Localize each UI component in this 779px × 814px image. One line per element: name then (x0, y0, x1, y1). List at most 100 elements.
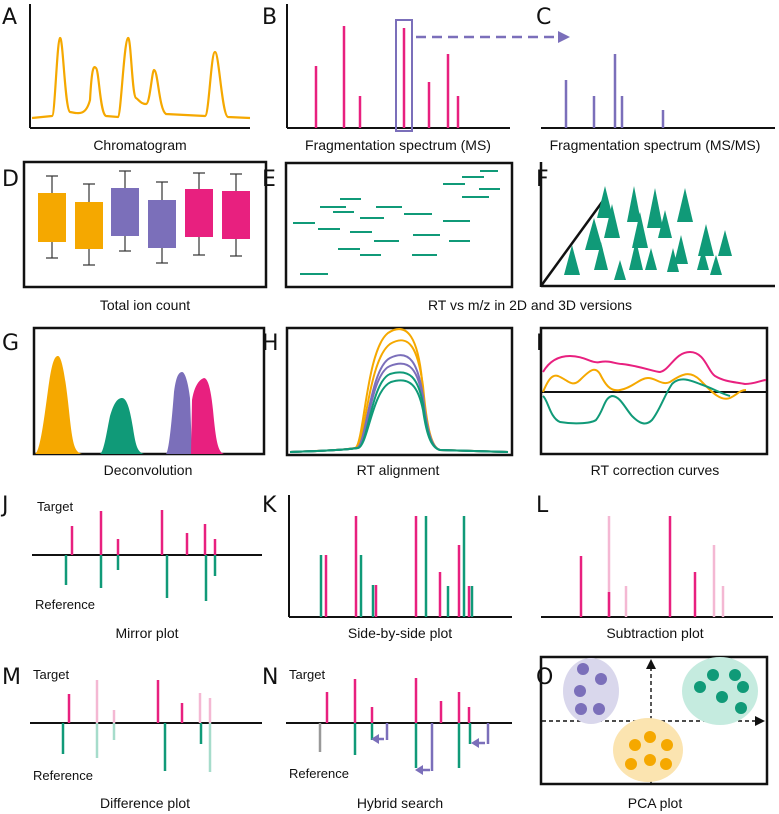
tic-box-orange-1 (38, 193, 66, 242)
precursor-selection-box (395, 19, 413, 132)
panel-letter-d: D (2, 167, 19, 192)
tic-box-purple-2 (148, 200, 176, 248)
panel-h: H RT alignment (262, 326, 514, 478)
rt-alignment-trace-green (289, 379, 509, 453)
rt-mz-3d-peaks (564, 186, 732, 280)
subtraction-light-peaks (607, 516, 725, 617)
rt-correction-curve-orange (542, 368, 747, 400)
panel-o: O PCA plot (536, 655, 769, 811)
side-by-side-reference-peaks (319, 516, 474, 617)
rt-mz-2d-frame (284, 161, 514, 289)
caption-g: Deconvolution (104, 462, 193, 478)
pca-points-orange (625, 731, 673, 770)
rt-alignment-frame (285, 326, 514, 457)
panel-letter-g: G (2, 331, 19, 356)
rt-correction-curve-green (542, 378, 731, 425)
panel-i: I RT correction curves (536, 326, 769, 478)
tic-box-orange-2 (75, 202, 103, 249)
panel-j: J Target Reference Mirror plot (0, 493, 262, 641)
panel-a: A Chromatogram (2, 4, 251, 153)
caption-ef: RT vs m/z in 2D and 3D versions (428, 297, 632, 313)
caption-o: PCA plot (628, 795, 683, 811)
panel-letter-c: C (536, 5, 551, 30)
ms-peaks (314, 26, 460, 128)
deconvolution-peak-green (100, 398, 144, 454)
rt-alignment-trace-purple (289, 354, 509, 453)
panel-letter-h: H (262, 331, 279, 356)
panel-f: F (536, 162, 775, 288)
pca-frame (539, 655, 769, 786)
difference-target-peaks (67, 680, 212, 723)
panel-m: M Target Reference Difference plot (2, 665, 262, 811)
panel-letter-i: I (536, 331, 543, 356)
deconvolution-frame (32, 326, 266, 456)
hybrid-reference-peaks (318, 723, 490, 771)
panel-letter-n: N (262, 665, 278, 690)
tic-frame (22, 160, 268, 289)
precursor-arrow-head (558, 31, 570, 43)
msms-peaks (564, 54, 665, 128)
panel-e: E (262, 161, 514, 289)
target-label-j: Target (37, 499, 74, 514)
caption-i: RT correction curves (591, 462, 720, 478)
panel-letter-j: J (0, 493, 9, 518)
panel-d: D Total ion count (2, 160, 268, 313)
tic-box-magenta-1 (185, 189, 213, 237)
reference-label-n: Reference (289, 766, 349, 781)
reference-label-j: Reference (35, 597, 95, 612)
tic-box-magenta-2 (222, 191, 250, 239)
side-by-side-target-peaks (324, 516, 471, 617)
panel-letter-a: A (2, 5, 17, 30)
target-label-m: Target (33, 667, 70, 682)
pca-points-green (694, 669, 749, 714)
caption-c: Fragmentation spectrum (MS/MS) (550, 137, 761, 153)
rt-alignment-trace-orange (289, 339, 509, 453)
caption-a: Chromatogram (93, 137, 186, 153)
caption-k: Side-by-side plot (348, 625, 452, 641)
panel-l: L Subtraction plot (536, 493, 773, 641)
caption-h: RT alignment (357, 462, 440, 478)
rt-alignment-trace-green (289, 371, 509, 453)
caption-n: Hybrid search (357, 795, 443, 811)
caption-b: Fragmentation spectrum (MS) (305, 137, 491, 153)
mirror-target-peaks (70, 510, 217, 555)
panel-b: B Fragmentation spectrum (MS) (262, 4, 570, 153)
panel-letter-e: E (262, 167, 276, 192)
panel-letter-f: F (536, 167, 549, 192)
target-label-n: Target (289, 667, 326, 682)
deconvolution-peak-purple (166, 372, 192, 454)
pca-cluster-orange (613, 718, 683, 782)
pca-cluster-purple (563, 658, 619, 724)
rt-correction-curve-magenta (542, 350, 767, 386)
chromatogram-trace (31, 36, 251, 120)
pca-x-arrow (755, 716, 765, 726)
caption-d: Total ion count (100, 297, 190, 313)
difference-reference-peaks (61, 723, 212, 772)
caption-j: Mirror plot (115, 625, 178, 641)
deconvolution-peak-orange (35, 356, 82, 454)
deconvolution-peak-magenta (191, 378, 224, 454)
panel-letter-k: K (262, 493, 277, 518)
hybrid-target-peaks (325, 678, 471, 723)
panel-letter-m: M (2, 665, 21, 690)
hybrid-shift-arrows (371, 734, 485, 775)
panel-letter-l: L (536, 493, 549, 518)
rt-mz-features (293, 170, 500, 275)
reference-label-m: Reference (33, 768, 93, 783)
panel-k: K Side-by-side plot (262, 493, 512, 641)
tic-box-purple-1 (111, 188, 139, 236)
rt-alignment-trace-purple (289, 362, 509, 453)
mirror-reference-peaks (64, 555, 217, 601)
caption-l: Subtraction plot (606, 625, 703, 641)
pca-y-arrow (646, 659, 656, 669)
panel-g: G Deconvolution (2, 326, 266, 478)
caption-m: Difference plot (100, 795, 190, 811)
rt-alignment-trace-orange (289, 328, 509, 453)
panel-letter-o: O (536, 665, 553, 690)
panel-letter-b: B (262, 5, 277, 30)
subtraction-peaks (579, 516, 697, 617)
pca-points-purple (574, 663, 607, 715)
panel-c: C Fragmentation spectrum (MS/MS) (536, 5, 775, 153)
rt-mz-3d-z-axis (539, 197, 607, 287)
